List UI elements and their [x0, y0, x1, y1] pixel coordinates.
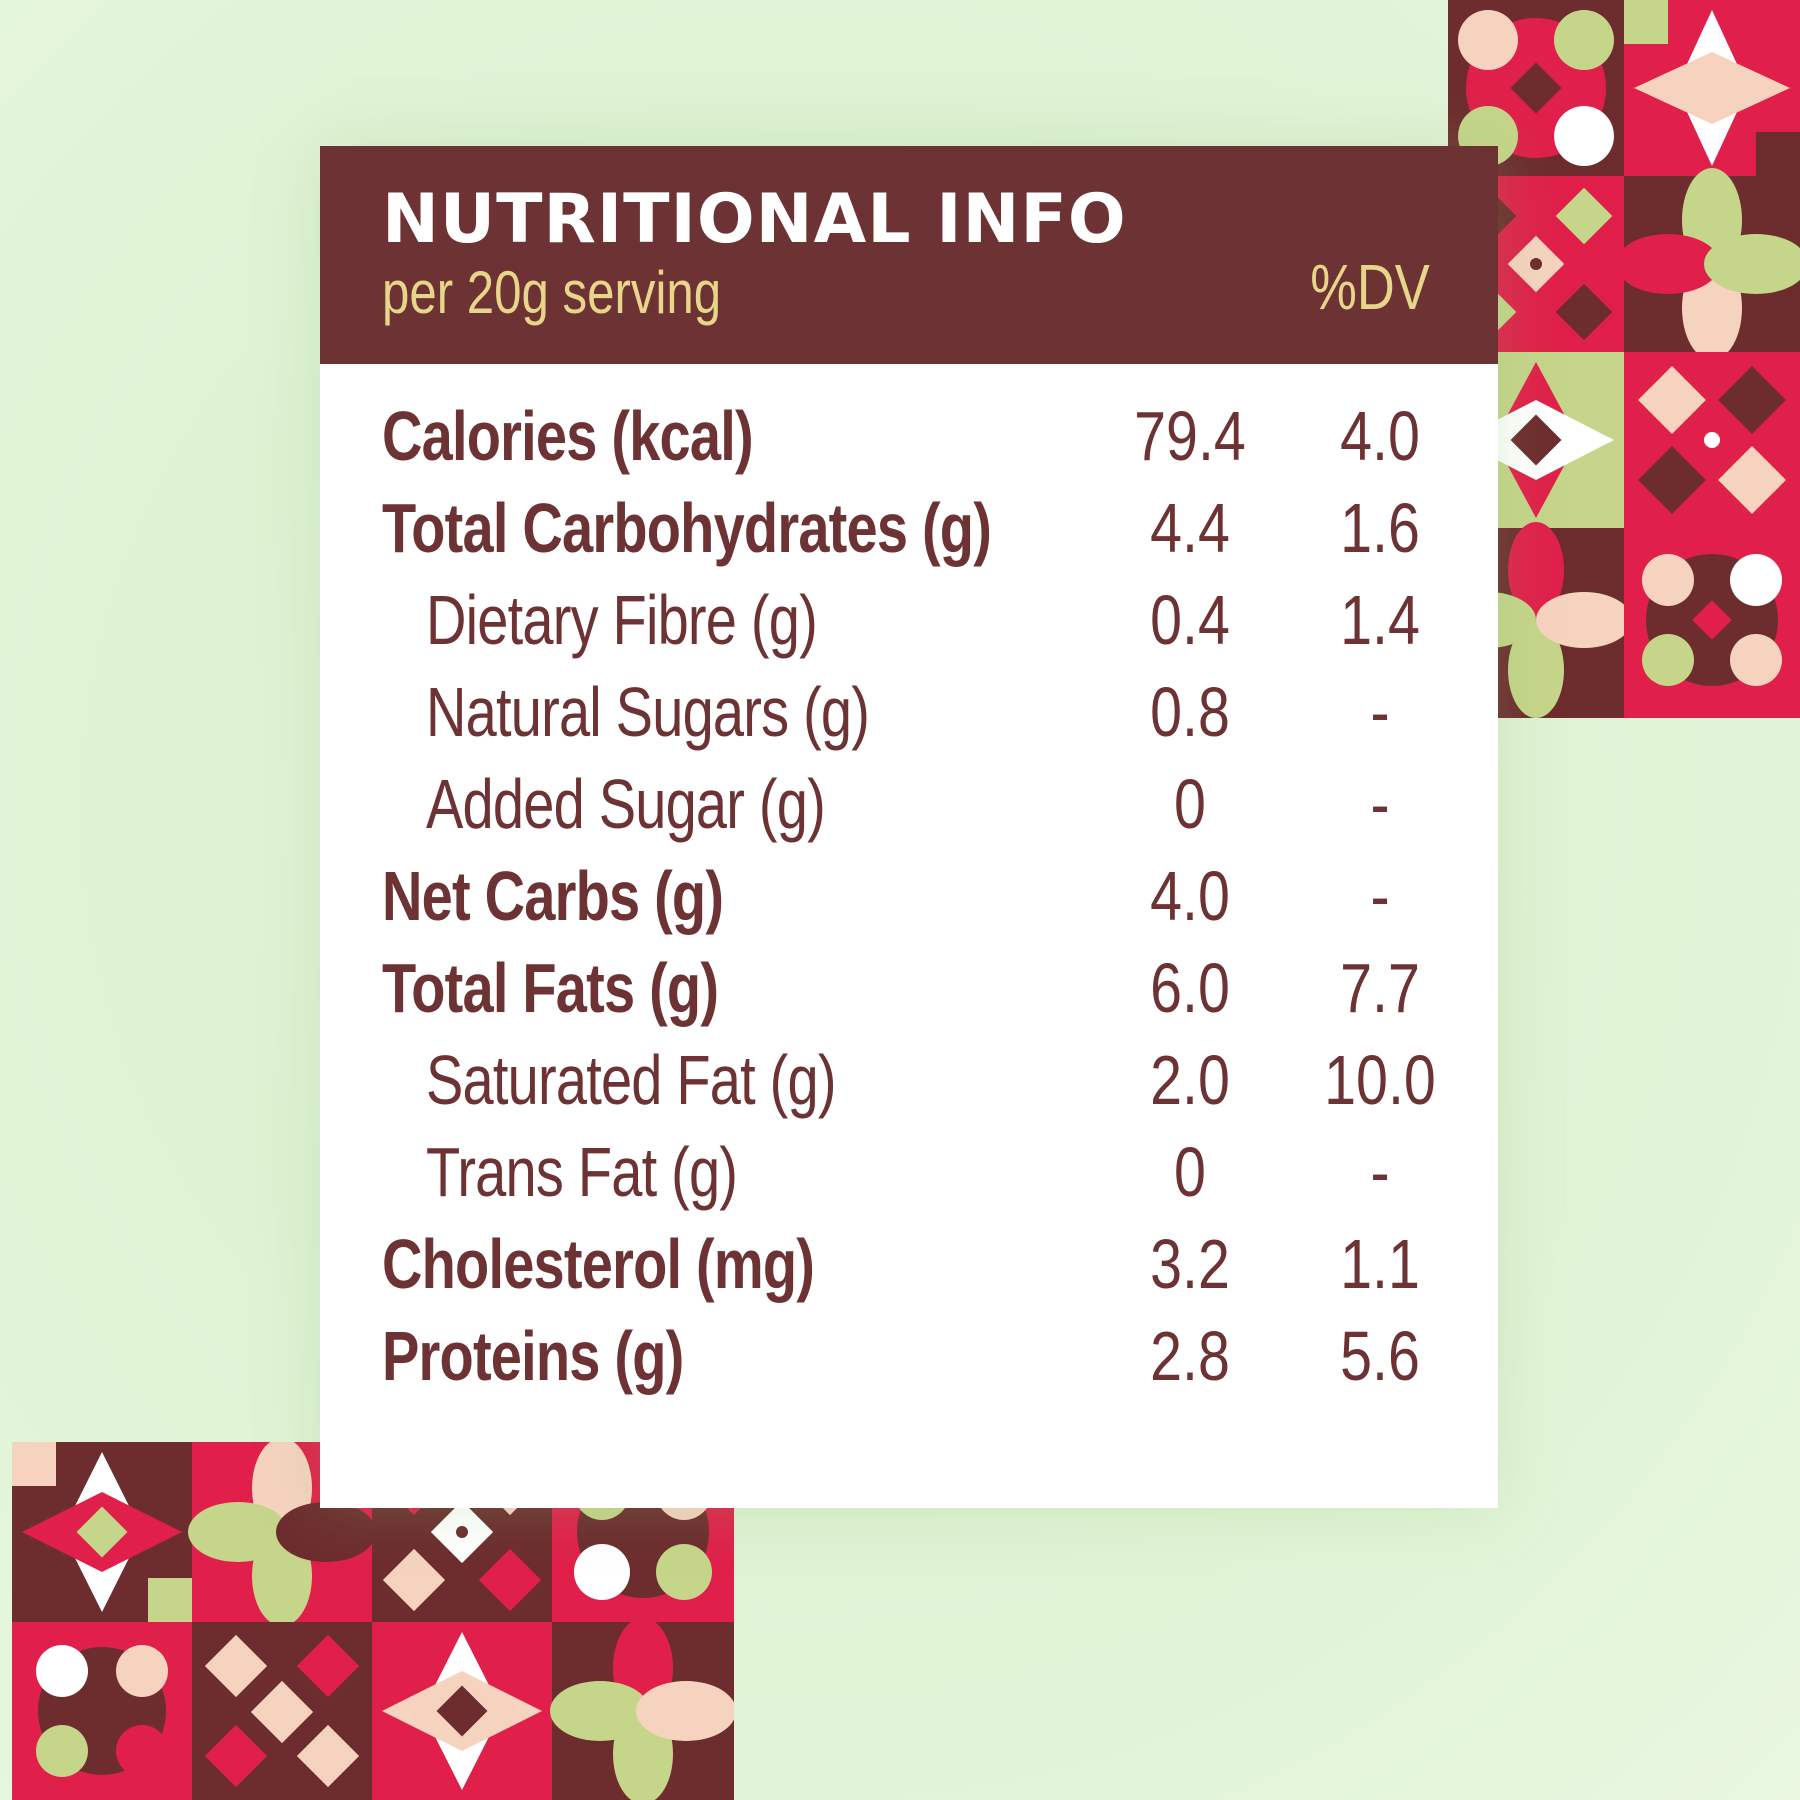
panel-header: NUTRITIONAL INFO per 20g serving %DV	[320, 146, 1498, 364]
nutrient-name: Total Carbohydrates (g)	[382, 489, 992, 567]
nutrient-row: Added Sugar (g) 0 -	[320, 754, 1498, 846]
nutrient-amount: 6.0	[1150, 949, 1230, 1027]
nutrient-dv: 1.4	[1340, 581, 1420, 659]
nutrient-amount: 0	[1174, 765, 1206, 843]
nutrient-name: Natural Sugars (g)	[426, 673, 870, 751]
nutrient-dv: 1.6	[1340, 489, 1420, 567]
nutrient-name: Net Carbs (g)	[382, 857, 724, 935]
nutrient-name: Trans Fat (g)	[426, 1133, 738, 1211]
nutrition-panel: NUTRITIONAL INFO per 20g serving %DV Cal…	[320, 146, 1498, 1508]
nutrient-amount: 4.4	[1150, 489, 1230, 567]
nutrient-name: Total Fats (g)	[382, 949, 719, 1027]
nutrient-name: Added Sugar (g)	[426, 765, 826, 843]
nutrient-name: Cholesterol (mg)	[382, 1225, 815, 1303]
nutrient-row: Total Carbohydrates (g) 4.4 1.6	[320, 478, 1498, 570]
nutrient-amount: 4.0	[1150, 857, 1230, 935]
nutrient-row: Cholesterol (mg) 3.2 1.1	[320, 1214, 1498, 1306]
nutrient-row: Proteins (g) 2.8 5.6	[320, 1306, 1498, 1398]
nutrient-name: Calories (kcal)	[382, 397, 754, 475]
nutrient-amount: 3.2	[1150, 1225, 1230, 1303]
nutrient-dv: 5.6	[1340, 1317, 1420, 1395]
panel-title: NUTRITIONAL INFO	[382, 180, 1127, 259]
dv-column-header: %DV	[1310, 251, 1430, 323]
nutrient-amount: 0.8	[1150, 673, 1230, 751]
nutrient-amount: 2.8	[1150, 1317, 1230, 1395]
nutrient-row: Calories (kcal) 79.4 4.0	[320, 386, 1498, 478]
nutrient-amount: 0.4	[1150, 581, 1230, 659]
nutrient-list: Calories (kcal) 79.4 4.0 Total Carbohydr…	[320, 386, 1498, 1398]
nutrient-amount: 0	[1174, 1133, 1206, 1211]
nutrient-row: Natural Sugars (g) 0.8 -	[320, 662, 1498, 754]
nutrient-dv: 10.0	[1324, 1041, 1436, 1119]
nutrient-row: Trans Fat (g) 0 -	[320, 1122, 1498, 1214]
nutrient-dv: 4.0	[1340, 397, 1420, 475]
nutrient-dv: 7.7	[1340, 949, 1420, 1027]
nutrient-row: Net Carbs (g) 4.0 -	[320, 846, 1498, 938]
nutrient-name: Dietary Fibre (g)	[426, 581, 818, 659]
decorative-tile-pattern-top-right	[1448, 0, 1800, 718]
nutrient-row: Saturated Fat (g) 2.0 10.0	[320, 1030, 1498, 1122]
nutrient-row: Total Fats (g) 6.0 7.7	[320, 938, 1498, 1030]
nutrient-amount: 2.0	[1150, 1041, 1230, 1119]
nutrient-row: Dietary Fibre (g) 0.4 1.4	[320, 570, 1498, 662]
nutrient-name: Proteins (g)	[382, 1317, 684, 1395]
nutrient-dv: -	[1370, 1133, 1390, 1211]
nutrient-dv: 1.1	[1340, 1225, 1420, 1303]
nutrient-dv: -	[1370, 857, 1390, 935]
nutrient-dv: -	[1370, 673, 1390, 751]
serving-size: per 20g serving	[382, 259, 722, 326]
nutrient-name: Saturated Fat (g)	[426, 1041, 837, 1119]
nutrient-dv: -	[1370, 765, 1390, 843]
nutrient-amount: 79.4	[1134, 397, 1246, 475]
